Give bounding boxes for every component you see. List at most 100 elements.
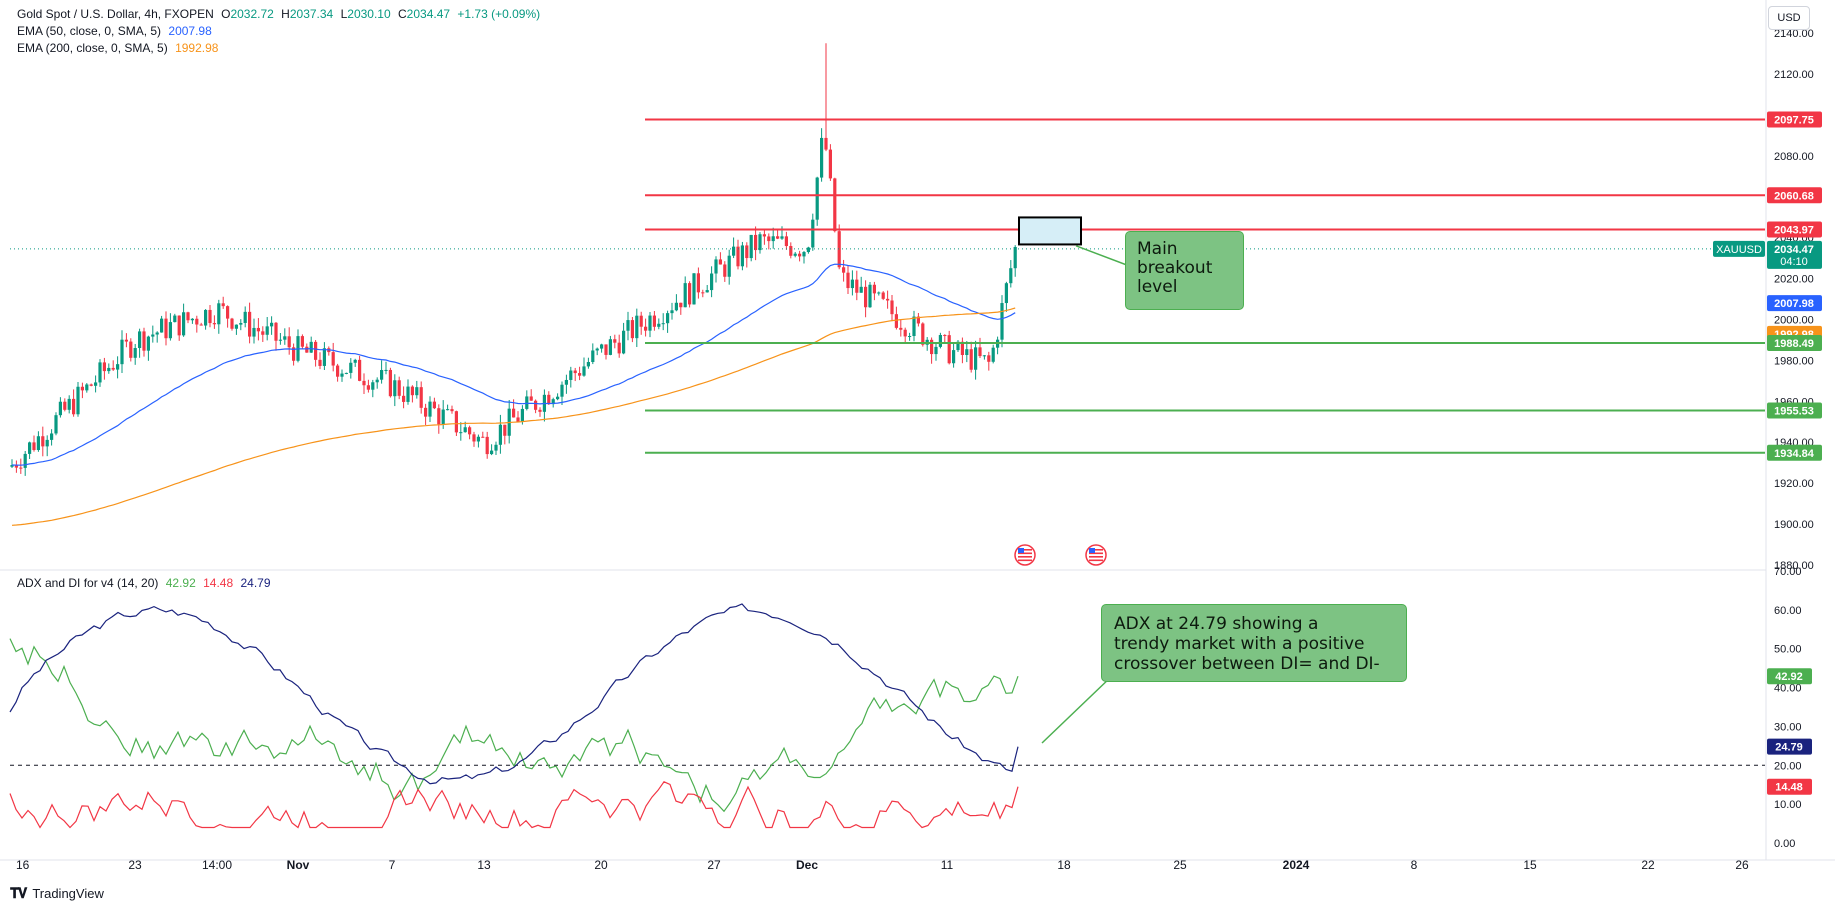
- candle-body: [129, 341, 133, 358]
- candle-body: [446, 409, 450, 411]
- candle-body: [1009, 268, 1013, 284]
- candle-body: [380, 370, 384, 380]
- resistance-price-label-bg: [1767, 111, 1822, 128]
- candle-body: [336, 365, 340, 377]
- candle-body: [133, 348, 137, 358]
- candle-body: [661, 323, 665, 325]
- tradingview-logo-icon: 𝐓𝐕: [10, 885, 27, 901]
- candle-body: [688, 283, 692, 305]
- candles-group: [10, 43, 1017, 476]
- candle-body: [160, 318, 164, 333]
- candle-body: [212, 323, 216, 325]
- last-price-label-bg: [1767, 240, 1822, 269]
- candle-body: [736, 246, 740, 267]
- candle-body: [498, 424, 502, 445]
- ema50-legend[interactable]: EMA (50, close, 0, SMA, 5) 2007.98: [17, 23, 216, 40]
- candle-body: [270, 322, 274, 327]
- candle-body: [41, 436, 45, 447]
- flag-stripe: [1018, 549, 1032, 551]
- candle-body: [974, 347, 978, 370]
- candle-body: [710, 273, 714, 291]
- candle-body: [666, 313, 670, 324]
- support-price-label: 1988.49: [1774, 338, 1814, 350]
- ema200-value: 1992.98: [175, 41, 219, 55]
- price-axis-tick: 1880.00: [1774, 560, 1814, 572]
- candle-body: [199, 324, 203, 326]
- candle-body: [595, 348, 599, 351]
- candle-body: [820, 137, 824, 178]
- breakout-note-line: level: [1137, 277, 1178, 297]
- candle-body: [340, 373, 344, 377]
- tradingview-brand[interactable]: 𝐓𝐕 TradingView: [10, 885, 104, 902]
- candle-body: [894, 314, 898, 328]
- price-axis-tick: 2000.00: [1774, 314, 1814, 326]
- candle-body: [916, 316, 920, 324]
- candle-body: [450, 409, 454, 412]
- candle-body: [952, 350, 956, 364]
- candle-body: [1000, 303, 1004, 340]
- candle-body: [569, 370, 573, 380]
- minus-di-axis-label: 14.48: [1775, 782, 1803, 794]
- ema200-line: [11, 307, 1016, 526]
- candle-body: [138, 331, 142, 349]
- us-flag-icon: [1014, 544, 1036, 566]
- candle-body: [344, 372, 348, 374]
- candle-body: [754, 234, 758, 251]
- candle-body: [19, 467, 23, 469]
- breakout-note-line: Main: [1137, 239, 1178, 259]
- time-axis-tick: 15: [1523, 858, 1537, 872]
- minus-di-axis-label-bg: [1767, 778, 1812, 795]
- candle-body: [168, 322, 172, 339]
- support-price-label-bg: [1767, 402, 1822, 419]
- adx-axis-tick: 0.00: [1774, 838, 1795, 850]
- adx-axis-tick: 20.00: [1774, 760, 1802, 772]
- candle-body: [388, 369, 392, 397]
- adx-legend[interactable]: ADX and DI for v4 (14, 20) 42.92 14.48 2…: [17, 575, 275, 592]
- candle-body: [393, 380, 397, 397]
- candle-body: [833, 178, 837, 232]
- candle-body: [124, 339, 128, 342]
- symbol-tag-bg: [1713, 240, 1765, 257]
- resistance-price-label-bg: [1767, 187, 1822, 204]
- candle-body: [696, 273, 700, 293]
- candle-body: [432, 401, 436, 409]
- candle-body: [635, 315, 639, 339]
- candle-body: [859, 286, 863, 293]
- flag-stripe: [1018, 556, 1032, 558]
- candle-body: [102, 362, 106, 372]
- candle-body: [300, 336, 304, 347]
- adx-axis-tick: 50.00: [1774, 644, 1802, 656]
- candle-body: [644, 326, 648, 331]
- candle-body: [978, 347, 982, 357]
- candle-body: [120, 339, 124, 365]
- currency-button[interactable]: USD: [1768, 6, 1810, 30]
- candle-body: [776, 236, 780, 239]
- candle-body: [516, 417, 520, 422]
- resistance-price-label: 2060.68: [1774, 190, 1814, 202]
- candle-body: [824, 137, 828, 150]
- candle-body: [793, 253, 797, 256]
- candle-body: [472, 434, 476, 442]
- candle-body: [622, 330, 626, 354]
- candle-body: [72, 398, 76, 415]
- candle-body: [459, 432, 463, 434]
- brand-label: TradingView: [32, 886, 104, 901]
- candle-body: [503, 424, 507, 436]
- candle-body: [608, 339, 612, 355]
- candle-body: [560, 384, 564, 397]
- ema200-legend[interactable]: EMA (200, close, 0, SMA, 5) 1992.98: [17, 40, 222, 57]
- candle-body: [886, 298, 890, 301]
- candle-body: [630, 320, 634, 339]
- candle-body: [960, 341, 964, 356]
- flag-stripe: [1018, 552, 1032, 555]
- candle-body: [705, 290, 709, 293]
- price-axis-tick: 2140.00: [1774, 28, 1814, 40]
- candle-body: [243, 311, 247, 323]
- candle-body: [195, 318, 199, 325]
- candle-body: [683, 283, 687, 308]
- candle-body: [36, 436, 40, 451]
- symbol-tag: XAUUSD: [1716, 244, 1762, 256]
- candle-body: [371, 382, 375, 390]
- candle-body: [578, 373, 582, 376]
